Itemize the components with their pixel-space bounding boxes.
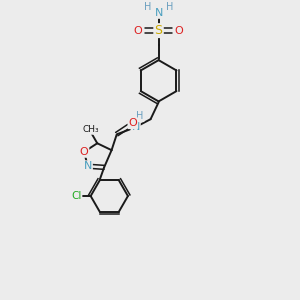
Text: H: H (166, 2, 173, 12)
Text: S: S (154, 24, 163, 37)
Text: N: N (154, 8, 163, 18)
Text: N: N (84, 161, 92, 171)
Text: Cl: Cl (71, 191, 82, 201)
Text: O: O (134, 26, 142, 36)
Text: O: O (175, 26, 184, 36)
Text: CH₃: CH₃ (82, 125, 99, 134)
Text: O: O (80, 147, 88, 157)
Text: N: N (131, 122, 140, 132)
Text: O: O (128, 118, 137, 128)
Text: H: H (136, 111, 144, 121)
Text: H: H (144, 2, 152, 12)
